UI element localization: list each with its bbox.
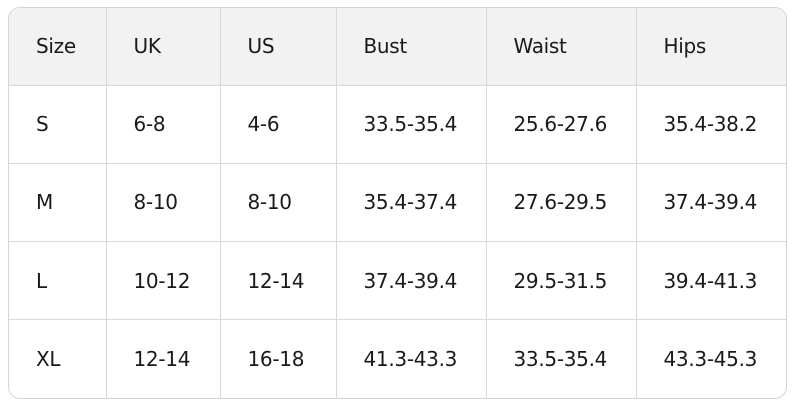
cell-size: L (9, 241, 107, 321)
cell-hips: 39.4-41.3 (636, 241, 786, 321)
cell-bust: 35.4-37.4 (336, 163, 487, 243)
cell-waist: 29.5-31.5 (486, 241, 637, 321)
column-header-bust: Bust (336, 8, 487, 86)
column-header-us: US (220, 8, 337, 86)
cell-waist: 27.6-29.5 (486, 163, 637, 243)
table-header-row: Size UK US Bust Waist Hips (9, 8, 786, 86)
cell-uk: 10-12 (106, 241, 221, 321)
table-body: S 6-8 4-6 33.5-35.4 25.6-27.6 35.4-38.2 M 8-10 8… (9, 85, 786, 398)
cell-hips: 37.4-39.4 (636, 163, 786, 243)
cell-uk: 6-8 (106, 85, 221, 164)
cell-us: 4-6 (220, 85, 337, 164)
cell-waist: 25.6-27.6 (486, 85, 637, 164)
cell-bust: 41.3-43.3 (336, 319, 487, 398)
cell-size: XL (9, 319, 107, 398)
column-header-uk: UK (106, 8, 221, 86)
cell-us: 16-18 (220, 319, 337, 398)
cell-bust: 37.4-39.4 (336, 241, 487, 321)
cell-hips: 35.4-38.2 (636, 85, 786, 164)
cell-us: 8-10 (220, 163, 337, 243)
cell-size: M (9, 163, 107, 243)
cell-bust: 33.5-35.4 (336, 85, 487, 164)
cell-us: 12-14 (220, 241, 337, 321)
cell-waist: 33.5-35.4 (486, 319, 637, 398)
table-row: S 6-8 4-6 33.5-35.4 25.6-27.6 35.4-38.2 (9, 85, 786, 164)
table-row: M 8-10 8-10 35.4-37.4 27.6-29.5 37.4-39.4 (9, 163, 786, 243)
table-row: L 10-12 12-14 37.4-39.4 29.5-31.5 39.4-41.3 (9, 241, 786, 321)
size-chart-table: Size UK US Bust Waist Hips S 6-8 4-6 33.5-35.4 25… (9, 8, 786, 398)
cell-size: S (9, 85, 107, 164)
cell-uk: 8-10 (106, 163, 221, 243)
column-header-waist: Waist (486, 8, 637, 86)
table-row: XL 12-14 16-18 41.3-43.3 33.5-35.4 43.3-45.3 (9, 319, 786, 398)
column-header-hips: Hips (636, 8, 786, 86)
cell-uk: 12-14 (106, 319, 221, 398)
cell-hips: 43.3-45.3 (663, 347, 758, 372)
column-header-size: Size (9, 8, 107, 86)
size-chart-table-container: Size UK US Bust Waist Hips S 6-8 4-6 33.5-35.4 25… (8, 7, 787, 399)
